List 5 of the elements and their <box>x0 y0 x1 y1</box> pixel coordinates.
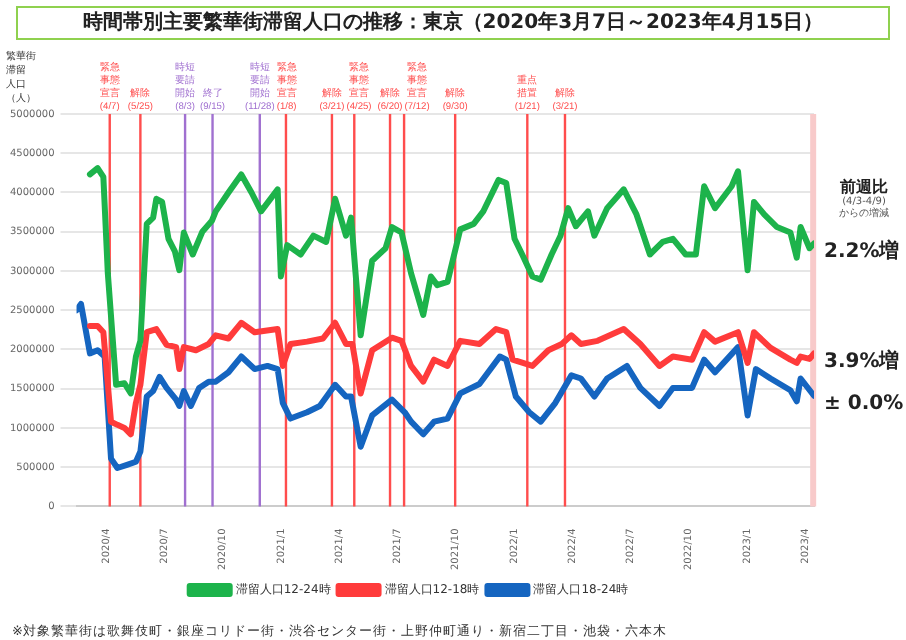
annotation: 2.2%増 <box>824 238 900 263</box>
chart-title: 時間帯別主要繁華街滞留人口の推移：東京（2020年3月7日～2023年4月15日） <box>16 6 890 40</box>
text: 前週比 <box>838 177 888 196</box>
annotation: 3.9%増 <box>824 348 900 373</box>
annotation: ± 0.0% <box>824 392 904 415</box>
